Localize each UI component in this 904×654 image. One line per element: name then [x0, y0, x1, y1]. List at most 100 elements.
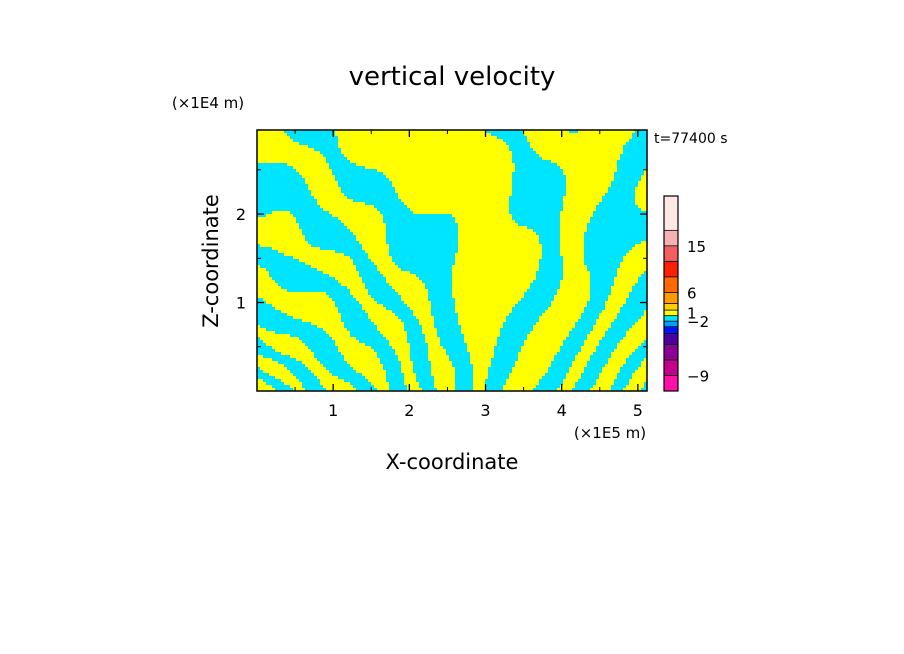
field-cell	[560, 226, 588, 230]
field-cell	[389, 340, 408, 344]
field-cell	[554, 295, 591, 299]
field-cell	[539, 319, 579, 323]
field-cell	[638, 181, 647, 185]
field-cell	[638, 346, 647, 350]
field-cell	[380, 331, 408, 335]
field-cell	[377, 328, 405, 332]
field-cell	[632, 286, 647, 290]
field-cell	[257, 280, 276, 284]
field-cell	[644, 382, 647, 386]
field-cell	[302, 175, 336, 179]
field-cell	[338, 217, 384, 221]
field-cell	[299, 337, 333, 341]
field-cell	[626, 385, 645, 389]
field-cell	[335, 277, 363, 281]
field-cell	[623, 256, 647, 260]
field-cell	[374, 298, 402, 302]
field-cell	[425, 340, 441, 344]
field-cell	[257, 220, 297, 224]
field-cell	[260, 367, 288, 371]
field-cell	[527, 289, 558, 293]
field-cell	[359, 301, 378, 305]
field-cell	[596, 382, 615, 386]
field-cell	[392, 184, 513, 188]
field-cell	[434, 382, 456, 386]
colorbar-band	[664, 321, 678, 328]
field-cell	[629, 379, 647, 383]
field-cell	[473, 385, 486, 389]
field-cell	[536, 232, 561, 236]
field-cell	[617, 346, 639, 350]
field-cell	[566, 181, 612, 185]
field-cell	[407, 385, 420, 389]
field-cell	[623, 145, 647, 149]
field-cell	[317, 268, 357, 272]
field-cell	[560, 346, 582, 350]
field-cell	[320, 382, 351, 386]
field-cell	[389, 244, 459, 248]
field-cell	[287, 163, 330, 167]
field-cell	[614, 175, 642, 179]
field-cell	[272, 211, 291, 215]
field-cell	[389, 247, 459, 251]
field-cell	[626, 298, 647, 302]
field-cell	[455, 220, 516, 224]
field-cell	[380, 361, 402, 365]
field-cell	[626, 361, 642, 365]
field-cell	[455, 256, 543, 260]
field-cell	[527, 139, 630, 143]
field-cell	[284, 382, 303, 386]
field-cell	[257, 268, 267, 272]
field-cell	[542, 250, 561, 254]
field-cell	[596, 208, 642, 212]
field-cell	[539, 259, 564, 263]
field-cell	[431, 370, 456, 374]
field-cell	[458, 232, 537, 236]
field-cell	[602, 199, 636, 203]
x-tick-label: 2	[404, 401, 414, 420]
field-cell	[350, 160, 513, 164]
field-cell	[416, 316, 435, 320]
field-cell	[257, 298, 264, 302]
field-cell	[257, 367, 261, 371]
field-cell	[620, 157, 647, 161]
field-cell	[401, 295, 429, 299]
field-cell	[629, 139, 647, 143]
field-cell	[290, 355, 315, 359]
field-cell	[338, 142, 507, 146]
field-cell	[629, 328, 647, 332]
field-cell	[314, 148, 342, 152]
field-cell	[308, 145, 339, 149]
field-cell	[530, 286, 561, 290]
field-cell	[269, 274, 330, 278]
field-cell	[395, 352, 411, 356]
field-cell	[257, 211, 273, 215]
field-cell	[509, 373, 546, 377]
field-cell	[560, 211, 594, 215]
field-cell	[398, 196, 510, 200]
field-cell	[419, 277, 453, 281]
field-cell	[560, 253, 585, 257]
field-cell	[512, 154, 540, 158]
x-axis-ticks: 1 2 3 4 5	[294, 130, 643, 420]
field-cell	[590, 298, 609, 302]
field-cell	[455, 373, 474, 377]
field-cell	[278, 250, 336, 254]
field-cell	[353, 262, 375, 266]
field-cell	[329, 370, 357, 374]
field-cell	[470, 361, 492, 365]
field-cell	[434, 385, 456, 389]
field-cell	[338, 181, 393, 185]
field-cell	[422, 388, 438, 391]
colorbar-frame	[663, 195, 679, 392]
field-cell	[641, 316, 647, 320]
field-cell	[605, 334, 627, 338]
field-cell	[389, 250, 459, 254]
field-cell	[257, 352, 282, 356]
field-cell	[527, 337, 567, 341]
field-cell	[263, 340, 303, 344]
field-cell	[353, 295, 372, 299]
field-cell	[278, 361, 303, 365]
field-cell	[428, 295, 453, 299]
field-cell	[353, 367, 384, 371]
